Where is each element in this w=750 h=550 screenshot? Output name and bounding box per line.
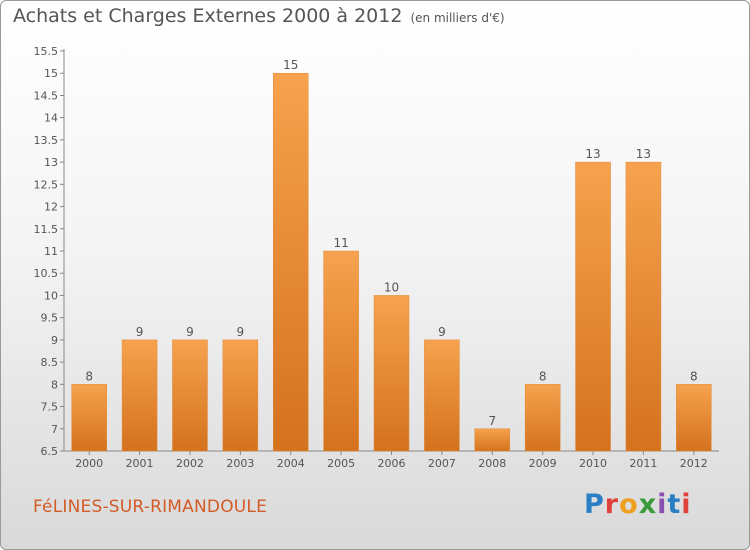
x-tick-label-2002: 2002 (176, 457, 204, 470)
y-tick-label: 7.5 (41, 401, 59, 414)
x-tick-label-2011: 2011 (629, 457, 657, 470)
y-tick-label: 12 (44, 201, 58, 214)
data-label-2005: 11 (333, 236, 348, 250)
bar-2008[interactable] (474, 428, 511, 452)
chart-title-text: Achats et Charges Externes 2000 à 2012 (13, 5, 403, 27)
y-tick-label: 11.5 (34, 223, 59, 236)
y-tick-label: 8.5 (41, 356, 59, 369)
y-tick-label: 8 (51, 378, 58, 391)
x-tick-label-2009: 2009 (529, 457, 557, 470)
y-tick-label: 9.5 (41, 312, 59, 325)
bar-2010[interactable] (575, 161, 611, 452)
bar-2007[interactable] (424, 339, 460, 452)
proxiti-logo[interactable]: Proxiti (584, 489, 692, 520)
data-label-2003: 9 (237, 325, 245, 339)
y-tick-label: 11 (44, 245, 58, 258)
y-tick-label: 12.5 (34, 178, 59, 191)
bar-2005[interactable] (323, 250, 359, 452)
x-tick-label-2004: 2004 (277, 457, 305, 470)
data-label-2010: 13 (585, 147, 600, 161)
y-tick-label: 15 (44, 67, 58, 80)
chart-title: Achats et Charges Externes 2000 à 2012 (e… (13, 5, 505, 27)
x-tick-label-2000: 2000 (75, 457, 103, 470)
y-tick-label: 10 (44, 289, 58, 302)
bar-2012[interactable] (676, 384, 712, 452)
data-label-2008: 7 (488, 414, 496, 428)
x-tick-label-2012: 2012 (680, 457, 708, 470)
commune-name: FéLINES-SUR-RIMANDOULE (33, 497, 268, 517)
bar-2003[interactable] (222, 339, 259, 452)
bar-2009[interactable] (524, 384, 561, 452)
bar-2002[interactable] (172, 339, 208, 452)
data-label-2007: 9 (438, 325, 446, 339)
x-tick-label-2005: 2005 (327, 457, 355, 470)
y-tick-label: 6.5 (41, 445, 59, 458)
data-label-2002: 9 (186, 325, 194, 339)
y-tick-label: 15.5 (34, 45, 59, 58)
data-label-2006: 10 (384, 280, 399, 294)
x-tick-label-2008: 2008 (478, 457, 506, 470)
data-label-2001: 9 (136, 325, 144, 339)
y-tick-label: 10.5 (34, 267, 59, 280)
bar-2000[interactable] (71, 384, 107, 452)
y-tick-label: 14 (44, 112, 58, 125)
y-tick-label: 13 (44, 156, 58, 169)
y-tick-label: 7 (51, 423, 58, 436)
bar-2011[interactable] (625, 161, 662, 452)
y-tick-label: 9 (51, 334, 58, 347)
x-tick-label-2003: 2003 (226, 457, 254, 470)
chart-unit: (en milliers d'€) (410, 11, 505, 25)
x-tick-label-2006: 2006 (378, 457, 406, 470)
y-tick-label: 14.5 (34, 89, 59, 102)
x-tick-label-2001: 2001 (126, 457, 154, 470)
data-label-2011: 13 (636, 147, 651, 161)
bar-2004[interactable] (272, 72, 309, 452)
data-label-2004: 15 (283, 58, 298, 72)
data-label-2000: 8 (85, 369, 93, 383)
data-label-2012: 8 (690, 369, 698, 383)
chart-bars: 8 9 9 9 15 11 10 9 7 8 13 13 8 (71, 58, 712, 452)
data-label-2009: 8 (539, 369, 547, 383)
bar-2006[interactable] (373, 295, 410, 452)
bar-2001[interactable] (121, 339, 158, 452)
x-tick-label-2010: 2010 (579, 457, 607, 470)
x-tick-label-2007: 2007 (428, 457, 456, 470)
y-tick-label: 13.5 (34, 134, 59, 147)
